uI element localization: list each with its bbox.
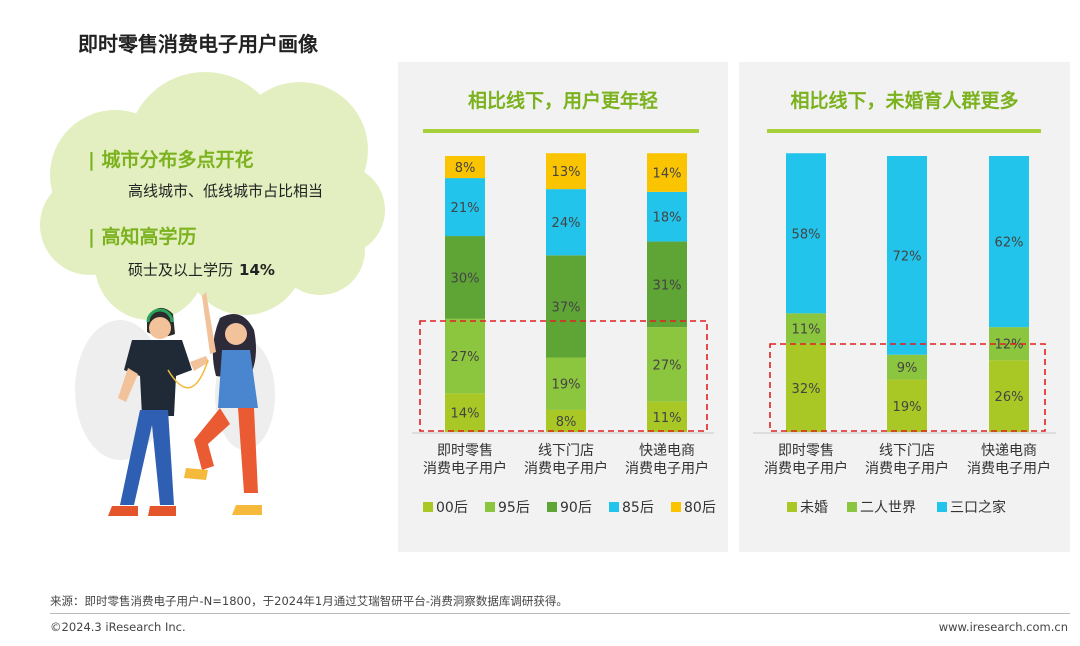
title-underline <box>423 129 699 133</box>
category-label: 消费电子用户 <box>865 460 949 477</box>
chart-title-age: 相比线下，用户更年轻 <box>467 90 658 112</box>
data-label: 37% <box>552 300 581 315</box>
legend-label: 85后 <box>622 500 654 516</box>
bar-segment <box>647 327 687 402</box>
bar-segment <box>546 189 586 256</box>
category-label: 消费电子用户 <box>967 460 1051 477</box>
bar-segment <box>647 241 687 328</box>
bar-segment <box>647 153 687 192</box>
bar-segment <box>546 357 586 410</box>
data-label: 19% <box>893 400 922 415</box>
data-label: 8% <box>556 415 577 430</box>
marital-stacked-bar-chart: 32%11%58%即时零售消费电子用户19%9%72%线下门店消费电子用户26%… <box>753 153 1056 516</box>
headline-education: | 高知高学历 <box>88 226 197 248</box>
category-label: 即时零售 <box>778 443 834 459</box>
data-label: 14% <box>653 167 682 182</box>
legend-swatch <box>847 502 857 512</box>
data-label: 18% <box>653 211 682 226</box>
data-label: 11% <box>792 323 821 338</box>
chart-panel-age: 相比线下，用户更年轻 14% 27% 30% 21% 8% 即时零售 消费电子用户 8% 19%… <box>398 62 728 552</box>
category-label: 快递电商 <box>639 443 695 459</box>
data-label: 12% <box>995 338 1024 353</box>
sub-education: 硕士及以上学历 14% <box>128 259 275 280</box>
data-label: 26% <box>995 390 1024 405</box>
bar-segment <box>989 360 1029 432</box>
highlight-box <box>419 320 708 432</box>
legend-swatch <box>937 502 947 512</box>
legend-swatch <box>609 502 619 512</box>
category-label: 消费电子用户 <box>764 460 848 477</box>
data-label: 27% <box>653 358 682 373</box>
chart-panel-marital: 相比线下，未婚育人群更多 32% 11% 58% 即时零售 消费电子用户 19% 9% 72%… <box>739 62 1070 552</box>
data-label: 30% <box>451 271 480 286</box>
bar-segment <box>546 255 586 358</box>
bar-segment <box>786 343 826 432</box>
man-figure <box>108 307 209 516</box>
chart-title-marital: 相比线下，未婚育人群更多 <box>790 90 1019 112</box>
category-label: 快递电商 <box>981 443 1037 459</box>
bar-segment <box>786 153 826 314</box>
category-label: 消费电子用户 <box>423 460 507 477</box>
bar-segment <box>546 409 586 432</box>
legend-label: 00后 <box>436 500 468 516</box>
legend-label: 三口之家 <box>950 499 1006 516</box>
data-label: 13% <box>552 165 581 180</box>
data-label: 9% <box>897 361 918 376</box>
age-stacked-bar-chart: 14%27%30%21%8%即时零售消费电子用户8%19%37%24%13%线下… <box>412 153 716 516</box>
bar-segment <box>445 156 485 179</box>
bar-segment <box>647 191 687 242</box>
highlight-box <box>769 343 1046 432</box>
legend-swatch <box>485 502 495 512</box>
category-label: 线下门店 <box>538 443 594 459</box>
legend-label: 未婚 <box>800 500 828 516</box>
legend-label: 80后 <box>684 500 716 516</box>
data-label: 62% <box>995 236 1024 251</box>
bar-segment <box>989 156 1029 328</box>
legend-swatch <box>547 502 557 512</box>
category-label: 消费电子用户 <box>524 460 608 477</box>
source-note: 来源：即时零售消费电子用户-N=1800，于2024年1月通过艾瑞智研平台-消费… <box>50 594 568 608</box>
bar-segment <box>445 236 485 319</box>
bar-segment <box>887 156 927 355</box>
legend-label: 95后 <box>498 500 530 516</box>
sub-city-distribution: 高线城市、低线城市占比相当 <box>128 182 324 200</box>
footer-divider <box>50 613 1070 614</box>
sub-education-value: 14% <box>239 261 275 279</box>
legend-swatch <box>423 502 433 512</box>
data-label: 58% <box>792 227 821 242</box>
website-link[interactable]: www.iresearch.com.cn <box>938 620 1068 634</box>
bar-segment <box>445 178 485 237</box>
data-label: 11% <box>653 411 682 426</box>
headline-city-distribution: | 城市分布多点开花 <box>88 149 254 171</box>
page-title: 即时零售消费电子用户画像 <box>78 32 318 56</box>
category-label: 线下门店 <box>879 443 935 459</box>
bar-segment <box>445 393 485 432</box>
data-label: 8% <box>455 161 476 176</box>
data-label: 24% <box>552 216 581 231</box>
data-label: 72% <box>893 249 922 264</box>
data-label: 31% <box>653 278 682 293</box>
cloud-illustration <box>40 72 385 516</box>
data-label: 32% <box>792 382 821 397</box>
bar-segment <box>546 153 586 190</box>
data-label: 21% <box>451 201 480 216</box>
category-label: 消费电子用户 <box>625 460 709 477</box>
data-label: 14% <box>451 407 480 422</box>
data-label: 27% <box>451 350 480 365</box>
title-underline <box>767 129 1041 133</box>
legend-swatch <box>671 502 681 512</box>
bar-segment <box>887 379 927 432</box>
category-label: 即时零售 <box>437 443 493 459</box>
bar-segment <box>647 401 687 432</box>
woman-figure <box>167 292 262 515</box>
copyright: ©2024.3 iResearch Inc. <box>50 620 186 634</box>
bar-segment <box>445 318 485 394</box>
legend-swatch <box>787 502 797 512</box>
bar-segment <box>887 354 927 380</box>
legend-label: 90后 <box>560 500 592 516</box>
legend-label: 二人世界 <box>860 500 916 516</box>
sub-education-text: 硕士及以上学历 <box>128 261 234 279</box>
bar-segment <box>786 313 826 344</box>
data-label: 19% <box>552 378 581 393</box>
